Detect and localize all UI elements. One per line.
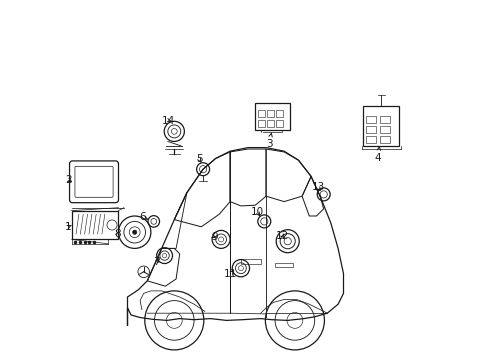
Text: 6: 6 <box>139 212 148 222</box>
Text: 9: 9 <box>210 232 217 242</box>
Text: 4: 4 <box>374 147 380 163</box>
Circle shape <box>132 230 137 234</box>
Text: 11: 11 <box>224 269 237 279</box>
Text: 3: 3 <box>265 133 272 149</box>
Text: 8: 8 <box>114 229 121 239</box>
Text: 7: 7 <box>153 257 159 267</box>
Text: 14: 14 <box>162 116 175 126</box>
Text: 2: 2 <box>64 175 71 185</box>
Text: 13: 13 <box>311 182 324 192</box>
Text: 5: 5 <box>195 154 202 164</box>
Text: 1: 1 <box>64 222 71 232</box>
Text: 10: 10 <box>250 207 264 217</box>
Text: 12: 12 <box>275 231 289 241</box>
